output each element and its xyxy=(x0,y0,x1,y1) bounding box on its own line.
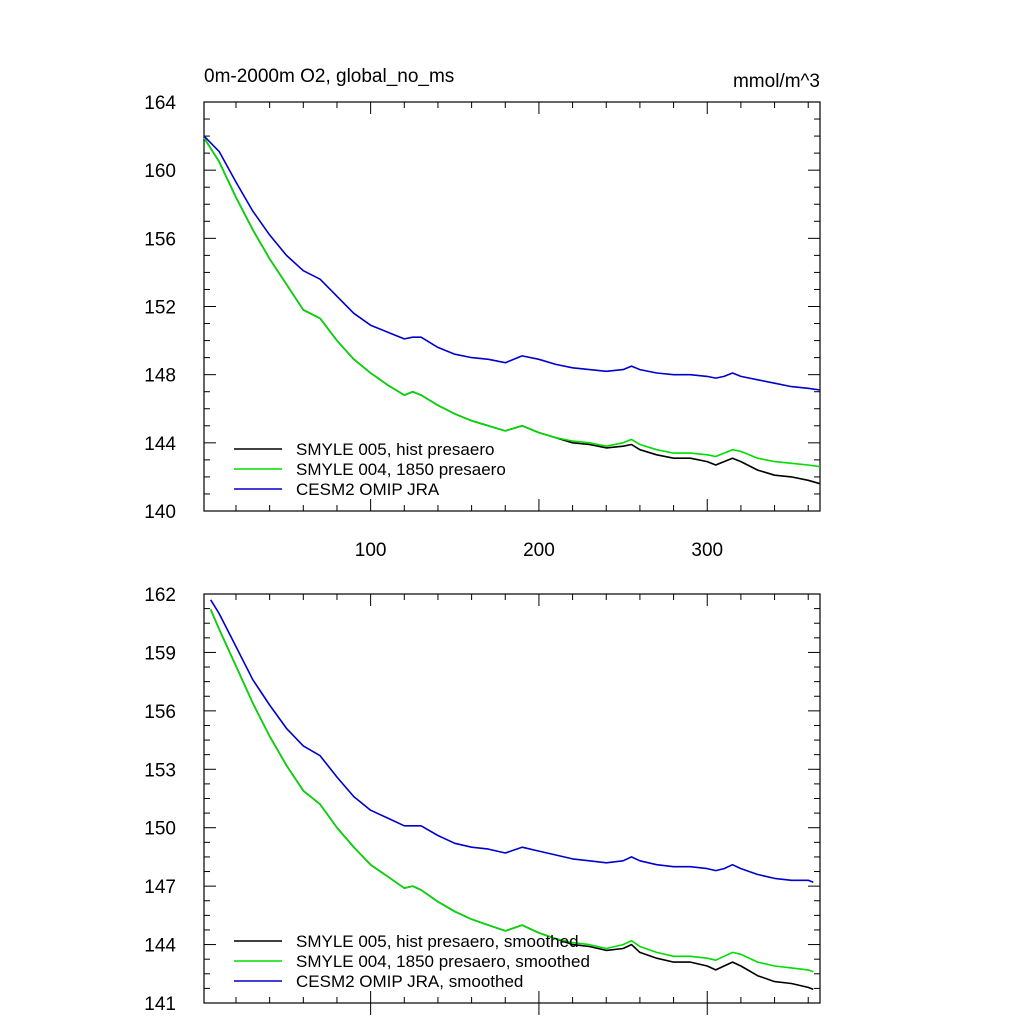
legend-label-0: SMYLE 005, hist presaero, smoothed xyxy=(296,932,579,951)
y-tick-label: 144 xyxy=(144,434,176,455)
series-line-1 xyxy=(209,609,814,973)
series-line-2 xyxy=(210,599,814,883)
chart-title: 0m-2000m O2, global_no_ms xyxy=(204,66,454,87)
legend-label-1: SMYLE 004, 1850 presaero xyxy=(296,460,506,479)
y-tick-label: 147 xyxy=(144,877,176,898)
y-tick-label: 153 xyxy=(144,760,176,781)
bottom-legend: SMYLE 005, hist presaero, smoothedSMYLE … xyxy=(234,932,590,991)
y-tick-label: 148 xyxy=(144,366,176,387)
legend-label-0: SMYLE 005, hist presaero xyxy=(296,440,494,459)
y-tick-label: 159 xyxy=(144,643,176,664)
series-line-2 xyxy=(203,135,821,391)
y-tick-label: 144 xyxy=(144,936,176,957)
legend-label-2: CESM2 OMIP JRA xyxy=(296,480,440,499)
top-series-lines xyxy=(203,135,821,485)
bottom-panel: 141 144 147 150 153 156 159 162 SMYLE 005, hist… xyxy=(144,585,821,1015)
y-tick-label: 141 xyxy=(144,994,176,1015)
top-axes: 140 144 148 152 156 160 164 100 200 300 xyxy=(144,93,821,561)
x-tick-label: 200 xyxy=(523,540,555,561)
y-tick-label: 160 xyxy=(144,161,176,182)
series-line-1 xyxy=(203,137,821,468)
bottom-axes: 141 144 147 150 153 156 159 162 xyxy=(144,585,821,1015)
y-tick-label: 164 xyxy=(144,93,176,114)
legend-label-1: SMYLE 004, 1850 presaero, smoothed xyxy=(296,952,590,971)
units-label: mmol/m^3 xyxy=(733,71,820,92)
y-tick-label: 156 xyxy=(144,229,176,250)
y-tick-label: 156 xyxy=(144,702,176,723)
y-tick-label: 162 xyxy=(144,585,176,606)
y-tick-label: 150 xyxy=(144,819,176,840)
legend-label-2: CESM2 OMIP JRA, smoothed xyxy=(296,972,523,991)
y-tick-label: 152 xyxy=(144,298,176,319)
top-panel: 0m-2000m O2, global_no_ms mmol/m^3 14014… xyxy=(144,66,821,561)
bottom-series-lines xyxy=(209,599,814,991)
x-tick-label: 100 xyxy=(355,540,387,561)
x-tick-label: 300 xyxy=(691,540,723,561)
y-tick-label: 140 xyxy=(144,502,176,523)
series-line-0 xyxy=(203,137,821,485)
